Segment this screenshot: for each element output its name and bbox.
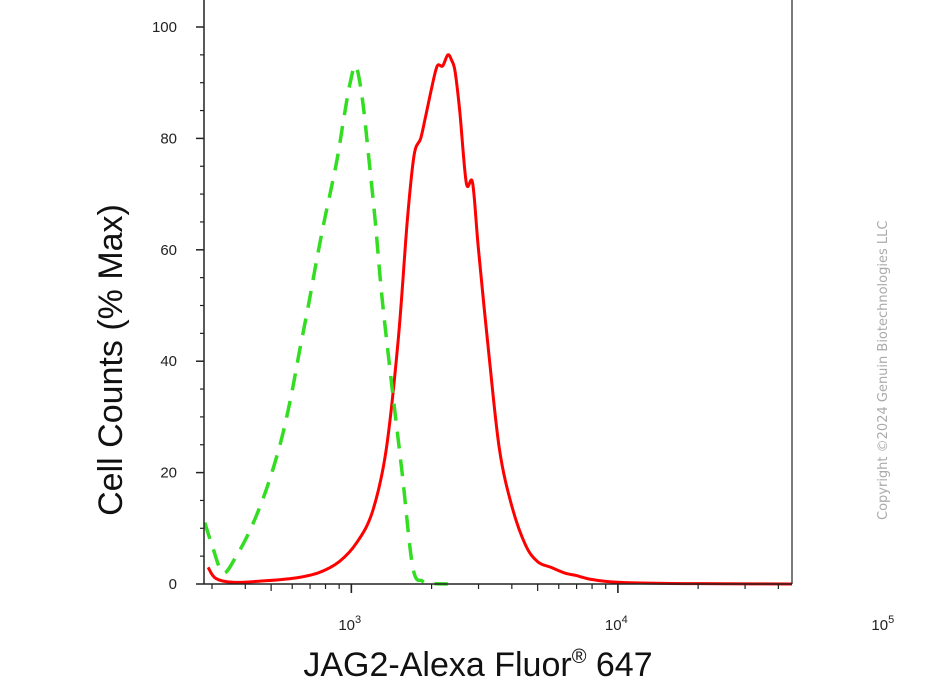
x-axis-title-registered: ® [572, 646, 587, 668]
copyright-text: Copyright ©2024 Genuin Biotechnologies L… [876, 220, 891, 520]
y-axis-title: Cell Counts (% Max) [92, 204, 130, 516]
series-layer [203, 53, 793, 586]
x-axis-title: JAG2-Alexa Fluor® 647 [303, 646, 652, 684]
ticks: 0 20 40 60 80 100 103 104 105 [152, 19, 894, 634]
series-2-line [203, 63, 448, 586]
y-tick-label: 80 [160, 130, 177, 147]
series-1-line [206, 53, 793, 586]
x-tick-label: 105 [871, 614, 894, 634]
x-tick-label: 104 [605, 614, 628, 634]
y-tick-label: 0 [169, 576, 177, 593]
y-tick-label: 20 [160, 465, 177, 482]
axes [203, 0, 793, 585]
x-axis-title-suffix: 647 [586, 646, 652, 684]
y-tick-label: 60 [160, 242, 177, 259]
x-axis-title-main: JAG2-Alexa Fluor [303, 646, 571, 684]
x-tick-label: 103 [338, 614, 361, 634]
y-tick-label: 100 [152, 19, 177, 36]
y-tick-label: 40 [160, 353, 177, 370]
